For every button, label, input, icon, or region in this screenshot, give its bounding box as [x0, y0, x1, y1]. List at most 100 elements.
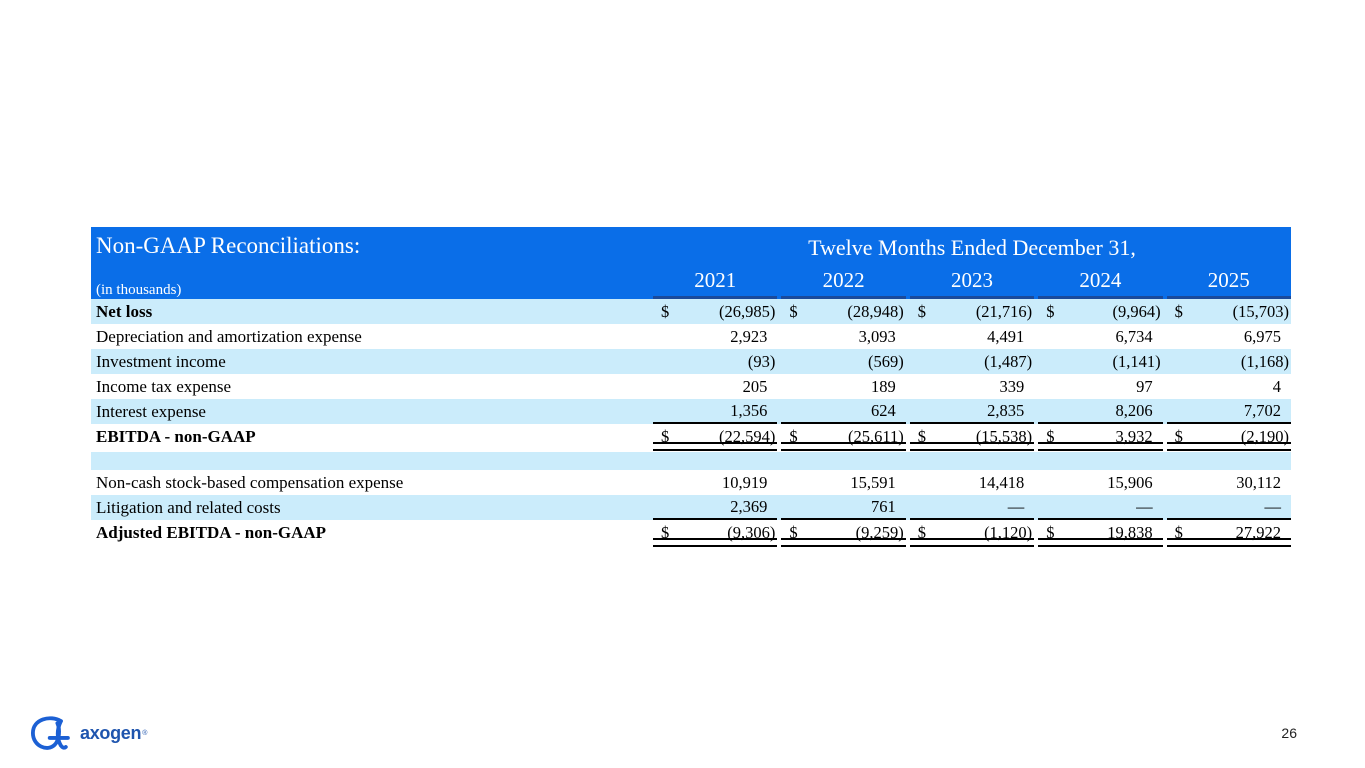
value-cell: — — [1038, 495, 1163, 520]
value-cell: 205 — [653, 374, 777, 399]
value-cell: 2,369 — [653, 495, 778, 520]
cell-value: (21,716) — [975, 301, 1033, 321]
cell-value: (9,306) — [727, 522, 776, 542]
row-label: Non-cash stock-based compensation expens… — [96, 473, 404, 492]
table-body: Net loss $ (26,985) $ (28,948) $ (21,716) $ (9,9… — [91, 299, 1292, 547]
value-cell: 10,919 — [653, 470, 777, 495]
axogen-logo-mark-icon — [28, 714, 70, 752]
value-cell: 624 — [781, 399, 906, 424]
cell-value: (9,259) — [855, 522, 904, 542]
page-number: 26 — [1281, 725, 1297, 741]
value-cell: $19,838 — [1038, 520, 1164, 547]
cell-value: 339 — [999, 376, 1025, 396]
cell-value: 27,922 — [1235, 522, 1281, 542]
row-label: Adjusted EBITDA - non-GAAP — [96, 523, 327, 542]
value-cell: 2,835 — [909, 399, 1035, 424]
units-note: (in thousands) — [96, 282, 182, 298]
cell-value: 1,356 — [730, 400, 768, 420]
cell-value: 7,702 — [1243, 400, 1281, 420]
cell-value: 761 — [871, 496, 896, 516]
cell-value: 97 — [1136, 376, 1153, 396]
cell-value: (22,594) — [719, 426, 776, 446]
row-label: EBITDA - non-GAAP — [96, 427, 256, 446]
year-column-header: 2023 — [909, 266, 1035, 299]
value-cell: $ (15,703) — [1167, 299, 1291, 324]
value-cell: $27,922 — [1166, 520, 1292, 547]
currency-symbol: $ — [1046, 301, 1055, 321]
cell-value: 14,418 — [978, 472, 1025, 492]
currency-symbol: $ — [1046, 426, 1055, 446]
value-cell — [910, 452, 1034, 470]
row-label: Investment income — [96, 352, 226, 371]
value-cell: $ (22,594) — [653, 424, 778, 451]
cell-value: 4 — [1272, 376, 1281, 396]
value-cell: $ (9,259) — [781, 520, 907, 547]
row-label: Litigation and related costs — [96, 498, 281, 517]
value-cell: 4,491 — [910, 324, 1034, 349]
currency-symbol: $ — [789, 522, 798, 542]
value-cell: 30,112 — [1167, 470, 1291, 495]
value-cell: 6,734 — [1038, 324, 1162, 349]
cell-value: 19,838 — [1107, 522, 1153, 542]
value-cell: 8,206 — [1038, 399, 1163, 424]
currency-symbol: $ — [661, 301, 670, 321]
axogen-logo: axogen ® — [28, 714, 147, 752]
value-cell — [653, 452, 777, 470]
cell-value: (1,487) — [984, 351, 1033, 371]
value-cell: (1,168) — [1167, 349, 1291, 374]
currency-symbol: $ — [789, 301, 798, 321]
cell-value: 189 — [871, 376, 896, 396]
currency-symbol: $ — [1046, 522, 1055, 542]
currency-symbol: $ — [1174, 522, 1183, 542]
cell-value: 4,491 — [987, 326, 1025, 346]
cell-value: (569) — [868, 351, 904, 371]
value-cell: 3,093 — [781, 324, 905, 349]
cell-value: — — [1007, 496, 1025, 516]
cell-value: (93) — [747, 351, 776, 371]
value-cell: $3,932 — [1038, 424, 1164, 451]
brand-wordmark: axogen — [80, 722, 142, 743]
table-title: Non-GAAP Reconciliations: — [96, 233, 361, 258]
cell-value: (1,120) — [984, 522, 1033, 542]
currency-symbol: $ — [661, 426, 670, 446]
value-cell: $ (9,306) — [653, 520, 778, 547]
cell-value: 15,591 — [850, 472, 896, 492]
cell-value: 3,093 — [858, 326, 896, 346]
value-cell — [1167, 452, 1291, 470]
value-cell: 1,356 — [653, 399, 778, 424]
value-cell: 15,591 — [781, 470, 905, 495]
period-header: Twelve Months Ended December 31, — [808, 235, 1136, 260]
value-cell: (1,487) — [910, 349, 1034, 374]
currency-symbol: $ — [789, 426, 798, 446]
spacer-row — [91, 452, 1291, 470]
value-cell: 7,702 — [1166, 399, 1291, 424]
cell-value: 2,923 — [730, 326, 768, 346]
value-cell: 4 — [1167, 374, 1291, 399]
currency-symbol: $ — [917, 301, 927, 321]
year-column-header: 2024 — [1038, 266, 1163, 299]
table-header: Non-GAAP Reconciliations: Twelve Months … — [91, 227, 1291, 299]
value-cell: 6,975 — [1167, 324, 1291, 349]
cell-value: 8,206 — [1115, 400, 1153, 420]
value-cell: 14,418 — [910, 470, 1034, 495]
table-row: Non-cash stock-based compensation expens… — [91, 470, 1291, 495]
cell-value: 2,835 — [987, 400, 1025, 420]
cell-value: (1,168) — [1240, 351, 1289, 371]
row-label: Interest expense — [96, 402, 206, 421]
cell-value: (26,985) — [719, 301, 776, 321]
value-cell: 761 — [781, 495, 906, 520]
cell-value: (28,948) — [847, 301, 904, 321]
value-cell: — — [909, 495, 1035, 520]
currency-symbol: $ — [917, 426, 927, 446]
cell-value: 2,369 — [730, 496, 768, 516]
non-gaap-reconciliation-table: Non-GAAP Reconciliations: Twelve Months … — [91, 227, 1292, 547]
currency-symbol: $ — [661, 522, 670, 542]
table-row: Litigation and related costs 2,369 761 — — — — [91, 495, 1291, 520]
currency-symbol: $ — [917, 522, 927, 542]
value-cell: 97 — [1038, 374, 1162, 399]
cell-value: (9,964) — [1112, 301, 1161, 321]
cell-value: 30,112 — [1236, 472, 1281, 492]
cell-value: (15,538) — [975, 426, 1033, 446]
value-cell: (569) — [781, 349, 905, 374]
year-column-header: 2022 — [781, 266, 906, 299]
